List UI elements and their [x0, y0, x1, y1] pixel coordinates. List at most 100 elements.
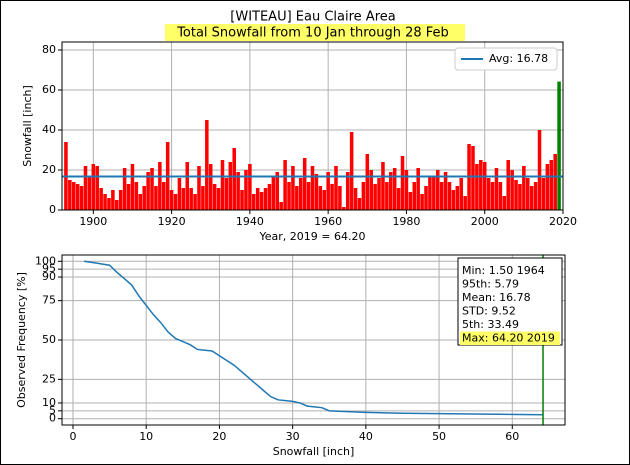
- bar: [463, 196, 467, 210]
- bar: [107, 198, 111, 210]
- axes-frame: [61, 41, 564, 211]
- bar: [173, 194, 178, 210]
- y-tick-label: 80: [42, 43, 56, 56]
- x-tick-label: 40: [359, 430, 373, 443]
- bar: [228, 162, 233, 210]
- bar: [502, 196, 507, 210]
- bar: [267, 184, 272, 210]
- y-tick-label: 95: [42, 262, 56, 275]
- x-tick-label: 60: [505, 430, 519, 443]
- bar: [353, 188, 358, 210]
- bar: [146, 172, 150, 210]
- bar: [416, 168, 420, 210]
- bar: [408, 192, 413, 210]
- y-tick-label: 25: [42, 372, 56, 385]
- bar: [295, 186, 299, 210]
- bar: [514, 180, 518, 210]
- y-tick-label: 40: [42, 123, 56, 136]
- bar: [490, 182, 495, 210]
- y-tick-label: 0: [49, 203, 56, 216]
- bar: [392, 168, 397, 210]
- bar: [486, 178, 491, 210]
- bar: [447, 182, 452, 210]
- x-tick-label: 1980: [392, 215, 420, 228]
- bar: [169, 190, 174, 210]
- bar: [248, 164, 252, 210]
- bar: [91, 164, 96, 210]
- bar: [385, 182, 389, 210]
- bar: [255, 188, 260, 210]
- bar: [404, 170, 409, 210]
- x-tick-label: 50: [432, 430, 446, 443]
- bar: [201, 186, 205, 210]
- bar: [322, 190, 327, 210]
- bar: [122, 168, 127, 210]
- bar: [369, 170, 373, 210]
- bar: [557, 81, 561, 210]
- bar: [259, 192, 264, 210]
- x-tick-label: 1940: [236, 215, 264, 228]
- bar: [126, 184, 131, 210]
- x-tick-label: 2020: [549, 215, 577, 228]
- bar: [216, 188, 221, 210]
- bar: [545, 164, 550, 210]
- bar: [275, 172, 280, 210]
- x-tick-label: 10: [139, 430, 153, 443]
- y-axis-label: Snowfall [inch]: [21, 85, 34, 167]
- bar: [208, 164, 213, 210]
- x-tick-label: 1920: [158, 215, 186, 228]
- bar: [71, 182, 76, 210]
- bar: [263, 188, 268, 210]
- bar: [439, 182, 444, 210]
- bar: [302, 158, 307, 210]
- bar: [338, 186, 342, 210]
- bar: [271, 176, 276, 210]
- bar: [412, 182, 417, 210]
- bar: [330, 184, 334, 210]
- bar: [314, 174, 319, 210]
- bar: [111, 190, 115, 210]
- bar: [244, 170, 248, 210]
- chart-subtitle: Total Snowfall from 10 Jan through 28 Fe…: [176, 26, 449, 41]
- bar: [220, 160, 225, 210]
- bar: [291, 166, 295, 210]
- bar: [365, 154, 370, 210]
- stats-line: 5th: 33.49: [462, 318, 519, 331]
- x-tick-label: 1900: [79, 215, 107, 228]
- bar: [138, 194, 143, 210]
- bar: [252, 194, 256, 210]
- bar: [518, 184, 522, 210]
- bar: [389, 172, 393, 210]
- bar: [510, 170, 514, 210]
- bar: [553, 154, 557, 210]
- bar: [526, 178, 530, 210]
- bar: [189, 188, 193, 210]
- y-tick-label: 50: [42, 333, 56, 346]
- stats-line: 95th: 5.79: [462, 277, 519, 290]
- bar: [377, 178, 381, 210]
- bar: [240, 190, 244, 210]
- bar: [435, 170, 440, 210]
- y-tick-label: 90: [42, 270, 56, 283]
- bar: [475, 164, 479, 210]
- y-tick-label: 10: [42, 396, 56, 409]
- bar: [224, 178, 229, 210]
- bar: [533, 182, 538, 210]
- bar: [279, 202, 283, 210]
- bar: [79, 186, 84, 210]
- bar: [118, 190, 123, 210]
- stats-line: Mean: 16.78: [462, 291, 531, 304]
- bar: [482, 162, 487, 210]
- bar: [498, 182, 503, 210]
- frequency-line: [83, 260, 544, 416]
- bar: [99, 188, 103, 210]
- stats-box: [457, 257, 563, 346]
- bar: [298, 178, 303, 210]
- y-tick-label: 75: [42, 294, 56, 307]
- bar: [185, 162, 190, 210]
- bar: [541, 178, 546, 210]
- bar: [212, 184, 217, 210]
- bar: [373, 184, 377, 210]
- bar: [134, 182, 139, 210]
